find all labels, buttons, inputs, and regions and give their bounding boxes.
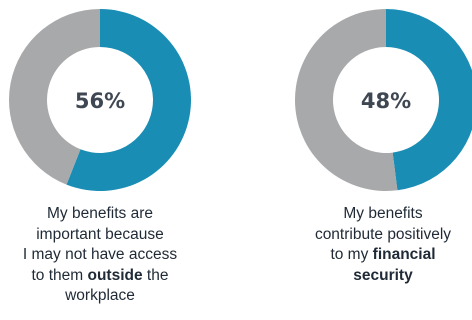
donut-value-label: 48% bbox=[361, 89, 411, 113]
caption-text: important because bbox=[36, 225, 164, 243]
caption-line: My benefits bbox=[294, 204, 472, 225]
donut-value-label: 56% bbox=[75, 89, 125, 113]
caption-line: workplace bbox=[0, 286, 200, 307]
caption-text: I may not have access bbox=[22, 246, 178, 263]
caption-text: My benefits bbox=[343, 205, 423, 222]
donut-slice-value bbox=[386, 9, 472, 191]
donut-svg: 48% bbox=[295, 9, 472, 191]
caption-text: My benefits are bbox=[47, 205, 153, 222]
caption-line: My benefits are bbox=[0, 204, 200, 225]
chart-caption: My benefits contribute positively to my fi… bbox=[294, 204, 472, 286]
caption-emphasis: financial bbox=[372, 246, 436, 263]
caption-text: to them bbox=[31, 266, 88, 284]
caption-text: contribute positively bbox=[314, 225, 452, 243]
caption-line: to my financial bbox=[294, 245, 472, 266]
chart-caption: My benefits are important because I may no… bbox=[0, 204, 200, 307]
donut-svg: 56% bbox=[8, 9, 191, 191]
caption-line: to them outside the bbox=[0, 266, 200, 287]
donut-slice-remainder bbox=[8, 9, 100, 185]
caption-text: the bbox=[142, 266, 169, 284]
caption-line: I may not have access bbox=[0, 245, 200, 266]
donut-slice-remainder bbox=[295, 9, 398, 191]
donut-slice-value bbox=[66, 9, 191, 191]
caption-line: important because bbox=[0, 225, 200, 246]
caption-line: contribute positively bbox=[294, 225, 472, 246]
caption-emphasis: security bbox=[353, 266, 413, 284]
caption-text: to my bbox=[330, 246, 373, 263]
caption-emphasis: outside bbox=[87, 266, 143, 284]
caption-text: workplace bbox=[65, 287, 135, 304]
caption-line: security bbox=[294, 266, 472, 287]
